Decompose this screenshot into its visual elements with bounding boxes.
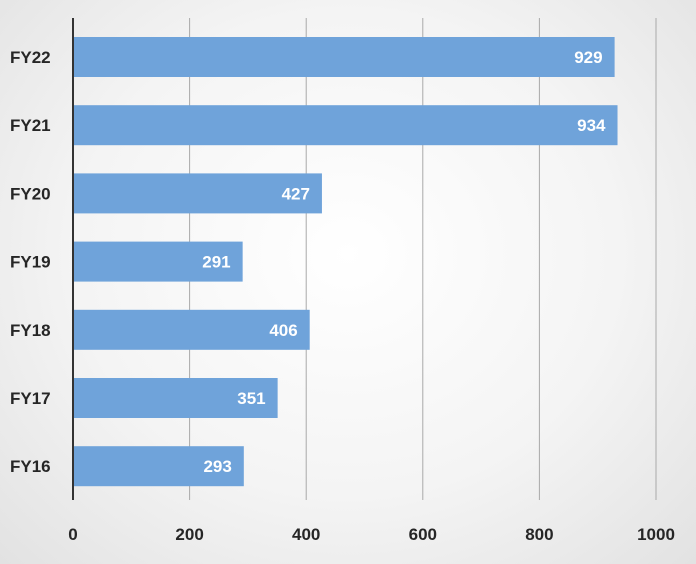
bar	[73, 173, 322, 214]
bar	[73, 37, 615, 77]
bar	[73, 241, 243, 282]
data-label: 427	[282, 184, 310, 203]
category-label: FY20	[10, 184, 51, 203]
x-tick-label: 600	[409, 525, 437, 544]
bar	[73, 105, 618, 146]
bar	[73, 446, 244, 487]
data-label: 934	[577, 116, 606, 135]
data-label: 929	[574, 48, 602, 67]
category-label: FY18	[10, 321, 51, 340]
category-label: FY19	[10, 253, 51, 272]
bar	[73, 378, 278, 418]
bars	[73, 37, 618, 487]
x-tick-label: 0	[68, 525, 77, 544]
category-label: FY21	[10, 116, 51, 135]
data-label: 293	[203, 457, 231, 476]
x-tick-label: 800	[525, 525, 553, 544]
category-label: FY16	[10, 457, 51, 476]
category-label: FY17	[10, 389, 51, 408]
data-labels: 929 934 427 291 406 351 293	[202, 48, 606, 476]
x-tick-label: 200	[175, 525, 203, 544]
category-labels: FY22 FY21 FY20 FY19 FY18 FY17 FY16	[10, 48, 51, 476]
gridlines	[189, 18, 657, 500]
bar	[73, 309, 310, 350]
data-label: 291	[202, 253, 230, 272]
x-tick-label: 1000	[637, 525, 675, 544]
x-tick-labels: 0 200 400 600 800 1000	[68, 525, 675, 544]
data-label: 406	[269, 321, 297, 340]
x-tick-label: 400	[292, 525, 320, 544]
data-label: 351	[237, 389, 265, 408]
category-label: FY22	[10, 48, 51, 67]
